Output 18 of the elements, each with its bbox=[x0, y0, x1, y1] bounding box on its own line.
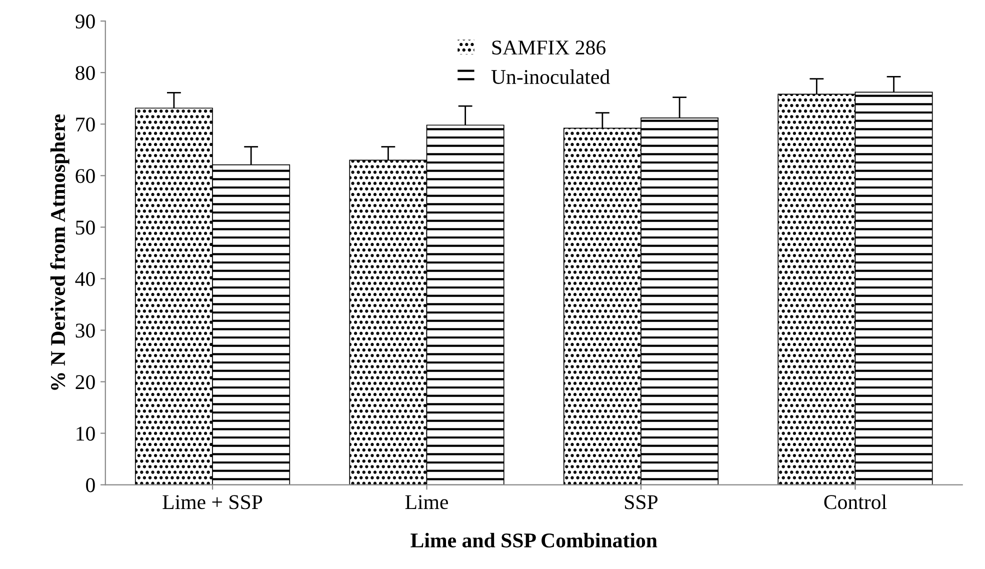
x-tick-label: Lime bbox=[405, 495, 448, 510]
y-tick-label: 70 bbox=[76, 117, 95, 132]
y-tick-label: 10 bbox=[76, 426, 95, 441]
legend-label: Un-inoculated bbox=[491, 69, 610, 84]
y-tick-label: 20 bbox=[76, 375, 95, 390]
y-tick-label: 80 bbox=[76, 66, 95, 80]
y-tick-label: 60 bbox=[76, 169, 95, 184]
y-tick-label: 40 bbox=[75, 272, 95, 286]
y-tick-label: 90 bbox=[76, 14, 95, 28]
x-tick-label: SSP bbox=[625, 495, 658, 510]
legend-label: SAMFIX 286 bbox=[492, 40, 606, 55]
y-tick-label: 30 bbox=[76, 324, 95, 338]
y-tick-label: 50 bbox=[76, 220, 95, 235]
x-tick-label: Lime + SSP bbox=[162, 495, 262, 510]
x-axis-title: Lime and SSP Combination bbox=[410, 532, 658, 548]
y-axis-title: % N Derived from Atmosphere bbox=[50, 114, 70, 390]
x-tick-label: Control bbox=[824, 494, 887, 510]
y-tick-label: 0 bbox=[86, 478, 95, 492]
